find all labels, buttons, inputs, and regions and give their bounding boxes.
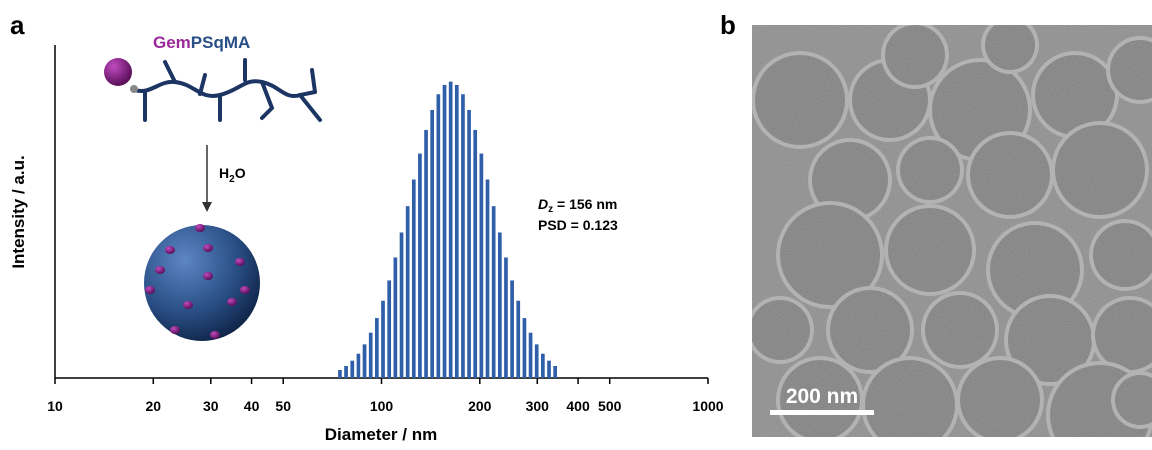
gem-dot	[155, 266, 165, 274]
bar	[442, 84, 447, 379]
bar	[516, 300, 521, 378]
scale-bar-label: 200 nm	[786, 385, 858, 408]
gem-dot	[165, 246, 175, 254]
bar	[418, 153, 422, 378]
bar	[387, 280, 392, 378]
nanoparticle	[144, 225, 260, 341]
bar	[528, 332, 533, 378]
x-axis-label: Diameter / nm	[325, 425, 437, 444]
x-tick-label: 40	[244, 398, 260, 414]
gem-dot	[240, 286, 250, 294]
scale-bar	[770, 410, 874, 415]
arrow-label: H2O	[219, 165, 246, 185]
linker	[130, 85, 138, 93]
x-tick-label: 500	[598, 398, 622, 414]
annotation: PSD = 0.123	[538, 217, 618, 233]
bar	[491, 206, 496, 378]
surface-dots	[145, 224, 250, 339]
x-tick-label: 100	[370, 398, 394, 414]
bar	[485, 179, 490, 378]
bar	[479, 153, 484, 378]
gem-dot	[170, 326, 180, 334]
x-tick-label: 30	[203, 398, 219, 414]
gem-dot	[203, 244, 213, 252]
bar	[393, 257, 398, 378]
bar	[375, 318, 379, 378]
x-tick-label: 200	[468, 398, 492, 414]
bar	[448, 81, 453, 378]
gem-dot	[145, 286, 155, 294]
bar	[553, 366, 557, 378]
gem-head	[104, 58, 132, 86]
x-tick-label: 300	[526, 398, 550, 414]
bar	[504, 257, 508, 378]
bar	[497, 232, 502, 378]
bar	[461, 94, 465, 378]
polymer	[133, 58, 322, 122]
bar	[534, 344, 539, 378]
gem-dot	[227, 298, 237, 306]
bar	[467, 109, 471, 378]
x-tick-label: 1000	[692, 398, 723, 414]
bar	[338, 370, 342, 378]
bar	[473, 129, 478, 378]
gem-dot	[235, 258, 245, 266]
arrow-head	[202, 202, 212, 212]
gem-dot	[183, 301, 193, 309]
tem-noise	[752, 25, 1152, 437]
bar	[436, 94, 441, 378]
bar	[356, 353, 361, 378]
gem-dot	[203, 272, 213, 280]
bar	[454, 84, 459, 379]
panel-label: b	[720, 10, 736, 40]
bar	[522, 318, 527, 378]
bar	[547, 360, 551, 378]
x-tick-label: 20	[145, 398, 161, 414]
bar	[424, 129, 428, 378]
bar	[510, 280, 514, 378]
x-tick-label: 10	[47, 398, 63, 414]
bar	[368, 332, 373, 378]
gem-dot	[210, 331, 220, 339]
bar	[344, 366, 348, 378]
tem-image	[752, 25, 1152, 437]
bar	[399, 232, 404, 378]
inset-title: GemPSqMA	[153, 33, 250, 52]
bar	[362, 344, 367, 378]
bar	[405, 206, 410, 378]
y-axis-label: Intensity / a.u.	[9, 155, 28, 268]
panel-label: a	[10, 10, 25, 40]
annotation: Dz = 156 nm	[538, 196, 617, 215]
gem-dot	[195, 224, 205, 232]
x-tick-label: 50	[275, 398, 291, 414]
bar	[430, 109, 435, 378]
bar	[540, 353, 545, 378]
x-tick-label: 400	[566, 398, 590, 414]
bar	[381, 300, 385, 378]
bar	[350, 360, 355, 378]
bar	[411, 179, 416, 378]
